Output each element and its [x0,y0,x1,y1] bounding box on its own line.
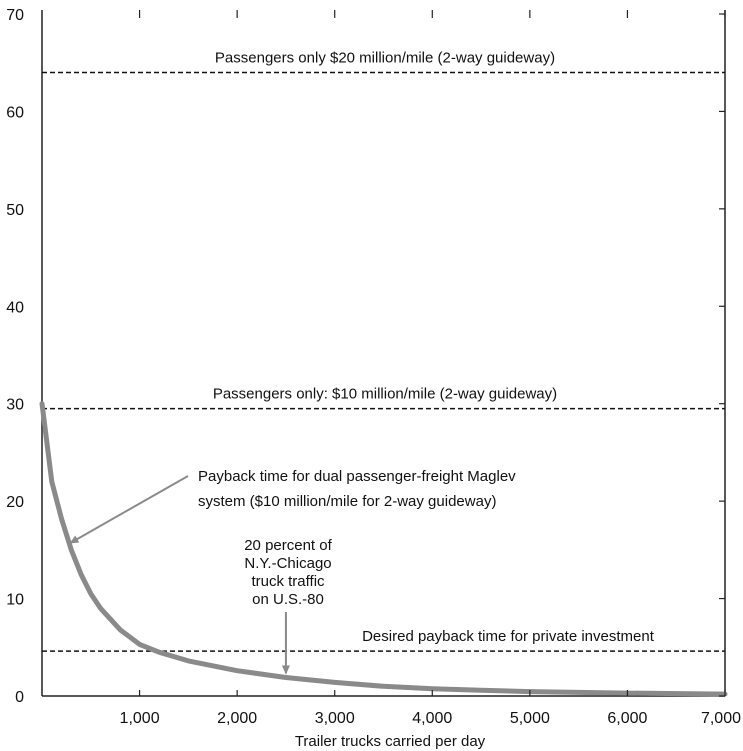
data-point [118,628,122,631]
reference-line-label: Desired payback time for private investm… [362,628,655,645]
data-point [235,669,239,672]
y-tick-label: 40 [6,299,24,316]
data-point [333,681,336,684]
data-point [479,689,483,692]
reference-line-label: Passengers only $20 million/mile (2-way … [215,49,555,66]
axes [41,10,726,697]
y-tick-label: 10 [6,592,24,609]
x-tick-label: 2,000 [217,710,257,727]
y-tick-label: 30 [6,397,24,414]
x-tick-label: 7,000 [701,710,741,727]
data-point [79,573,83,576]
annotation-text-line: system ($10 million/mile for 2-way guide… [198,493,496,510]
x-tick-label: 4,000 [412,710,452,727]
y-tick-label: 50 [6,202,24,219]
y-tick-label: 70 [6,7,24,24]
series-layer [39,401,728,697]
annotation-text-line: 20 percent of [244,537,332,554]
y-tick-label: 60 [6,104,24,121]
reference-line-label: Passengers only: $10 million/mile (2-way… [213,386,557,403]
x-axis-title: Trailer trucks carried per day [295,733,486,750]
data-point [50,480,53,483]
data-point [89,592,93,595]
annotation-text-line: truck traffic [251,573,325,590]
annotation-text-line: Payback time for dual passenger-freight … [198,468,516,485]
data-point [284,676,288,679]
annotations-layer: Payback time for dual passenger-freight … [69,468,516,675]
data-point [60,517,63,520]
reference-lines: Passengers only $20 million/mile (2-way … [42,49,725,652]
data-point [187,659,190,663]
x-tick-label: 5,000 [510,710,550,727]
annotation-text-line: on U.S.-80 [252,591,324,608]
y-tick-label: 20 [6,494,24,511]
x-tick-label: 3,000 [315,710,355,727]
data-point [70,548,73,552]
data-point [138,643,141,646]
data-point [382,685,385,688]
annotation-arrow [69,475,189,544]
tick-layer: 0 10 20 30 40 50 60 70 1,000 2,000 3,000 4,000 5,000… [6,7,741,727]
annotation-text-line: N.Y.-Chicago [244,555,331,572]
data-point [99,607,102,610]
data-point [157,651,161,654]
payback-curve [39,401,728,697]
data-point [40,402,44,405]
x-tick-label: 1,000 [120,710,160,727]
data-point [431,687,434,690]
x-tick-label: 6,000 [607,710,647,727]
y-tick-label: 0 [15,689,24,706]
